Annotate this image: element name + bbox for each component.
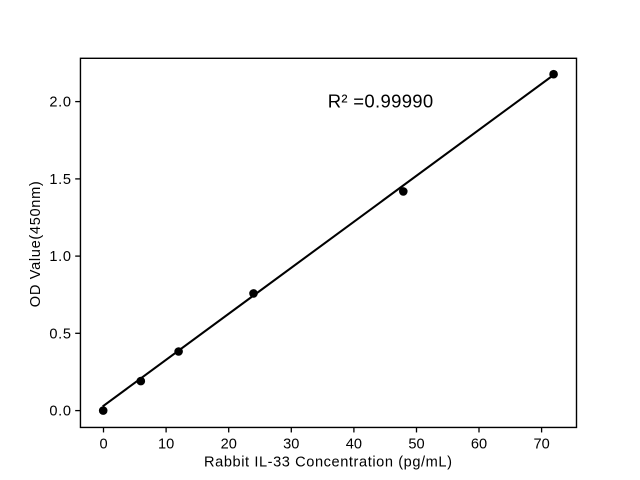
- svg-text:2.0: 2.0: [49, 95, 71, 111]
- svg-text:1.5: 1.5: [49, 172, 71, 188]
- svg-text:0.5: 0.5: [49, 326, 71, 342]
- svg-text:OD Value(450nm): OD Value(450nm): [28, 181, 44, 307]
- svg-text:60: 60: [471, 437, 487, 453]
- svg-text:30: 30: [283, 437, 299, 453]
- svg-text:0: 0: [99, 437, 107, 453]
- svg-text:20: 20: [221, 437, 237, 453]
- svg-text:R² =0.99990: R² =0.99990: [328, 91, 434, 112]
- svg-text:50: 50: [408, 437, 424, 453]
- svg-text:10: 10: [158, 437, 174, 453]
- svg-text:1.0: 1.0: [49, 249, 71, 265]
- svg-text:0.0: 0.0: [49, 404, 71, 420]
- svg-text:Rabbit IL-33 Concentration (pg: Rabbit IL-33 Concentration (pg/mL): [204, 454, 452, 470]
- svg-text:70: 70: [533, 437, 549, 453]
- svg-text:40: 40: [346, 437, 362, 453]
